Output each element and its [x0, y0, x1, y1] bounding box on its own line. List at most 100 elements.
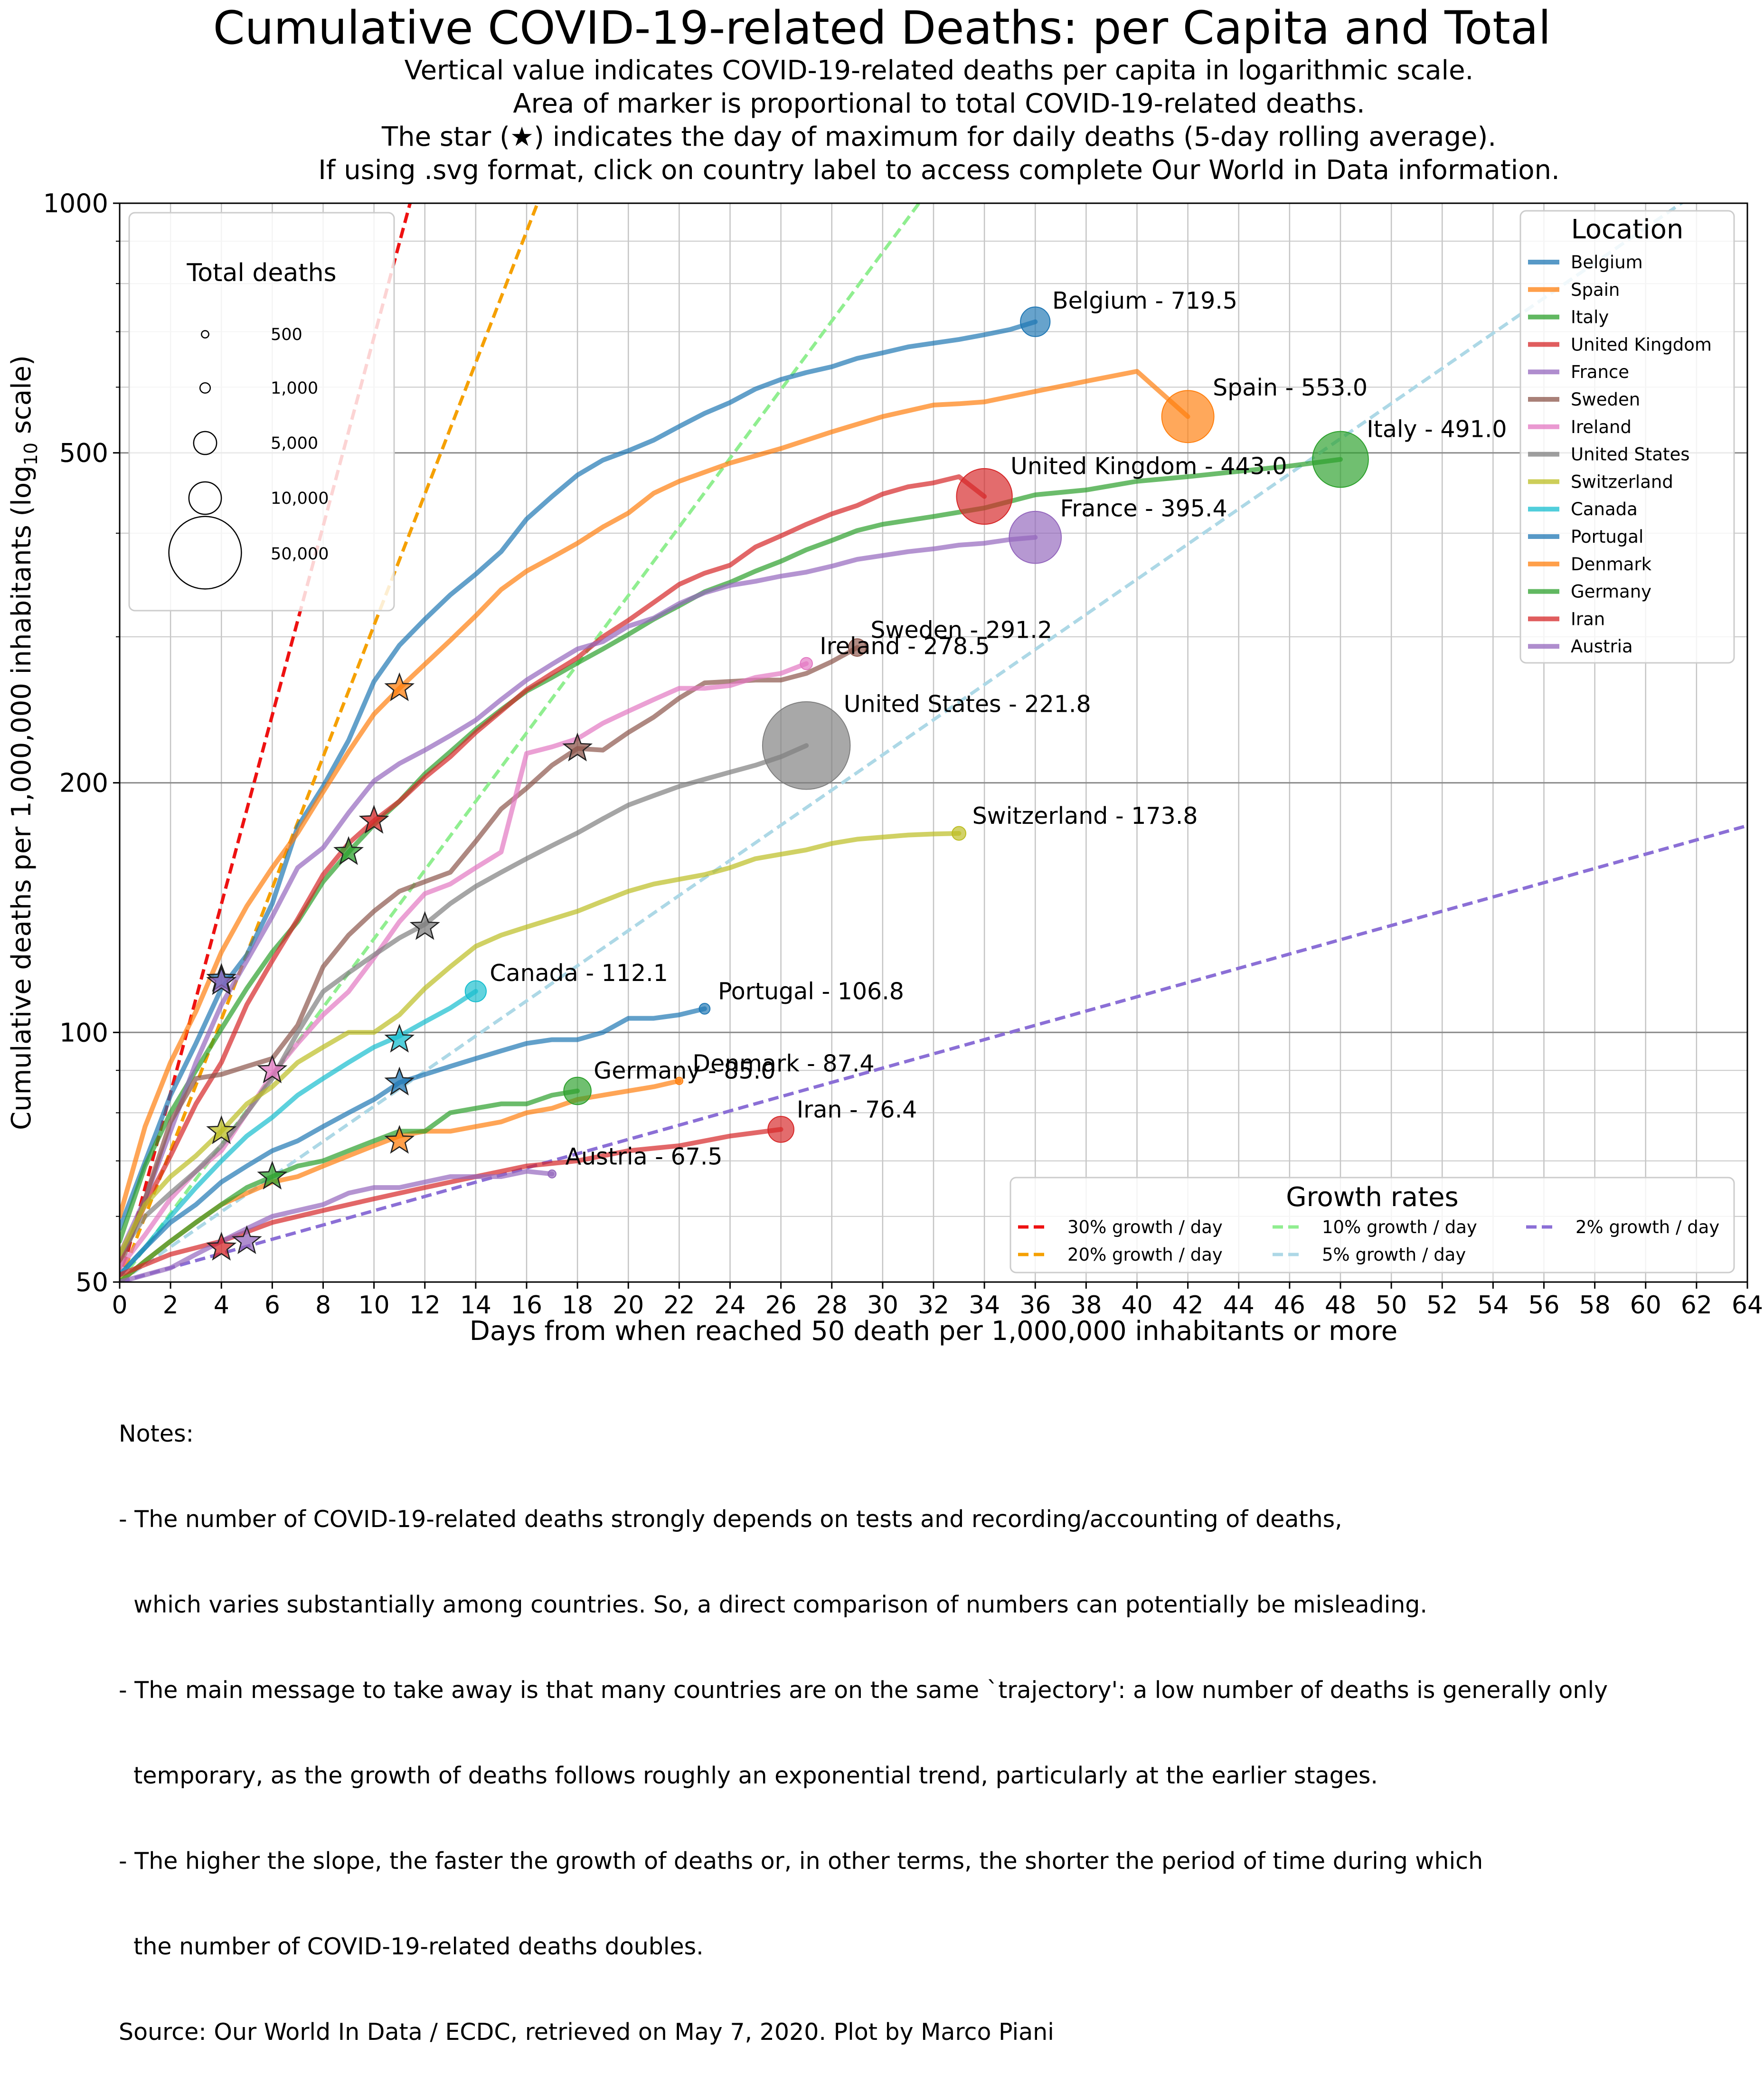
- peak-star: [384, 1066, 415, 1096]
- legend-size-label: 50,000: [271, 545, 329, 564]
- peak-star: [231, 1225, 262, 1254]
- country-label: France - 395.4: [1060, 495, 1227, 522]
- x-tick-label: 30: [867, 1291, 898, 1320]
- notes-line-3: - The main message to take away is that …: [119, 1677, 1608, 1704]
- x-tick-label: 44: [1223, 1291, 1255, 1320]
- legend-location-label: Spain: [1571, 280, 1620, 300]
- legend-growth-label: 30% growth / day: [1067, 1217, 1223, 1237]
- x-tick-label: 38: [1070, 1291, 1102, 1320]
- peak-star: [206, 1232, 237, 1261]
- series-line: [120, 535, 1038, 1257]
- country-label: Iran - 76.4: [797, 1096, 917, 1123]
- legend-location: Location Belgium Spain Italy United Kingdom F…: [1519, 210, 1735, 664]
- legend-location-label: France: [1571, 362, 1629, 382]
- peak-star: [384, 672, 415, 701]
- end-bubble: [1161, 390, 1215, 443]
- legend-size-circle: [199, 382, 211, 394]
- legend-size-label: 1,000: [271, 379, 318, 398]
- x-tick-label: 48: [1325, 1291, 1356, 1320]
- country-label: Switzerland - 173.8: [972, 802, 1198, 830]
- country-label: Portugal - 106.8: [718, 978, 904, 1005]
- country-label: Italy - 491.0: [1367, 415, 1507, 443]
- legend-size-circle: [201, 330, 209, 339]
- x-tick-label: 28: [816, 1291, 848, 1320]
- x-tick-label: 32: [918, 1291, 949, 1320]
- peak-star: [333, 836, 364, 865]
- chart-canvas: Belgium - 719.5 Spain - 553.0 Italy - 491.…: [6, 189, 1763, 1347]
- notes-line-5: - The higher the slope, the faster the g…: [119, 1848, 1483, 1875]
- x-tick-label: 10: [358, 1291, 390, 1320]
- legend-growth-rates: Growth rates 30% growth / day 20% growth /…: [1009, 1177, 1735, 1273]
- x-axis: 0 2 4 6 8 10 12 14 16 18 20 22 24 26 28 30 32 34 36 38 40 42 4…: [112, 1282, 1763, 1320]
- subtitle-line-1: Vertical value indicates COVID-19-relate…: [404, 55, 1474, 86]
- x-tick-label: 14: [460, 1291, 491, 1320]
- legend-location-label: Sweden: [1571, 389, 1640, 410]
- x-tick-label: 50: [1376, 1291, 1407, 1320]
- x-tick-label: 56: [1528, 1291, 1559, 1320]
- x-tick-label: 22: [663, 1291, 695, 1320]
- series-line: [120, 989, 478, 1277]
- notes-line-2: which varies substantially among countri…: [119, 1591, 1427, 1618]
- legend-location-label: Italy: [1571, 307, 1609, 328]
- legend-location-label: Iran: [1571, 609, 1605, 629]
- x-tick-label: 52: [1426, 1291, 1458, 1320]
- series-line: [120, 645, 860, 1271]
- x-tick-label: 20: [613, 1291, 644, 1320]
- legend-location-label: United Kingdom: [1571, 334, 1712, 355]
- end-bubble: [956, 468, 1013, 525]
- end-bubble: [762, 701, 851, 790]
- country-label: Sweden - 291.2: [870, 617, 1052, 644]
- chart-title: Cumulative COVID-19-related Deaths: per …: [213, 1, 1551, 55]
- legend-growth-box: [1009, 1177, 1735, 1273]
- x-tick-label: 26: [765, 1291, 797, 1320]
- x-tick-label: 60: [1630, 1291, 1661, 1320]
- notes-line-1: - The number of COVID-19-related deaths …: [119, 1506, 1342, 1533]
- y-tick-label: 200: [59, 768, 108, 798]
- series-line: [120, 1088, 580, 1282]
- x-tick-label: 62: [1681, 1291, 1712, 1320]
- legend-location-label: Belgium: [1571, 252, 1643, 273]
- y-tick-label: 50: [75, 1267, 108, 1297]
- legend-size-circle: [188, 481, 222, 515]
- legend-total-deaths: Total deaths 500 1,000 5,000 10,000 50,000: [128, 212, 395, 612]
- country-labels: Belgium - 719.5 Spain - 553.0 Italy - 491.…: [490, 287, 1507, 1170]
- end-bubble: [1020, 306, 1051, 337]
- y-axis-label-subscript: 10: [20, 443, 41, 465]
- x-tick-label: 58: [1579, 1291, 1611, 1320]
- legend-location-label: Portugal: [1571, 527, 1643, 547]
- series-line: [120, 474, 987, 1264]
- legend-location-label: Switzerland: [1571, 472, 1673, 492]
- peak-star: [206, 1115, 237, 1144]
- subtitle-line-3: The star (★) indicates the day of maximu…: [381, 122, 1497, 152]
- legend-growth-label: 20% growth / day: [1067, 1245, 1223, 1265]
- end-bubble: [464, 980, 487, 1002]
- x-tick-label: 2: [163, 1291, 179, 1320]
- country-label: Ireland - 278.5: [820, 633, 990, 660]
- series-line: [120, 831, 962, 1257]
- growth-line: [120, 203, 1684, 1282]
- end-bubble: [800, 657, 813, 670]
- country-label: Denmark - 87.4: [692, 1050, 874, 1077]
- country-label: Austria - 67.5: [566, 1143, 723, 1170]
- x-tick-label: 0: [112, 1291, 127, 1320]
- end-bubble: [767, 1116, 794, 1143]
- legend-size-circle: [193, 431, 217, 455]
- series-line: [120, 369, 1190, 1219]
- notes-block: Notes: - The number of COVID-19-related …: [119, 1363, 1608, 2075]
- peak-star: [409, 911, 440, 940]
- x-tick-label: 8: [315, 1291, 331, 1320]
- x-tick-label: 36: [1019, 1291, 1051, 1320]
- peak-star: [257, 1054, 288, 1084]
- x-tick-label: 40: [1121, 1291, 1152, 1320]
- country-label: Germany - 85.0: [594, 1057, 775, 1084]
- x-tick-label: 6: [264, 1291, 280, 1320]
- legend-size-label: 5,000: [271, 434, 318, 453]
- country-label: Canada - 112.1: [490, 960, 668, 987]
- country-label: Spain - 553.0: [1213, 374, 1368, 401]
- title-block: Cumulative COVID-19-related Deaths: per …: [0, 0, 1764, 187]
- x-tick-label: 46: [1274, 1291, 1305, 1320]
- notes-heading: Notes:: [119, 1420, 194, 1447]
- peak-star: [384, 1024, 415, 1053]
- legend-growth-label: 5% growth / day: [1322, 1245, 1466, 1265]
- peak-star: [257, 1160, 288, 1190]
